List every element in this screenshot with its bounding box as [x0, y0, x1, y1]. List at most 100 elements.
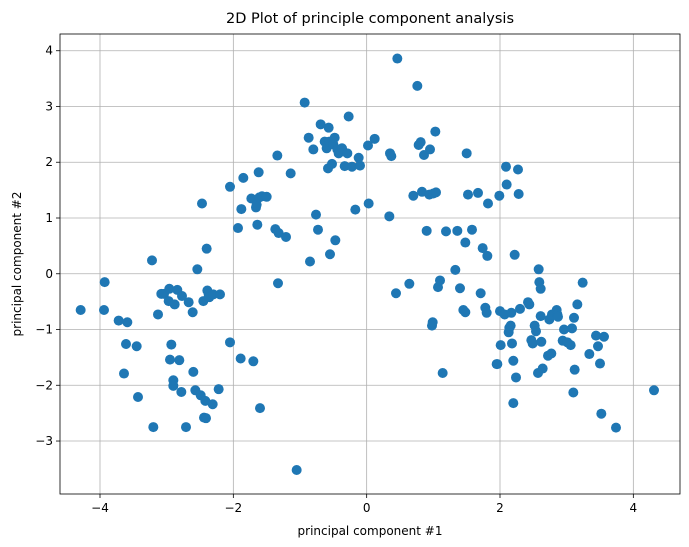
data-point [450, 264, 461, 275]
data-point [430, 126, 441, 137]
data-point [176, 386, 187, 397]
x-tick-label: 2 [496, 501, 504, 515]
data-point [461, 148, 472, 159]
data-point [165, 354, 175, 365]
data-point [546, 348, 557, 359]
y-tick-label: 1 [45, 211, 53, 225]
data-point [122, 317, 133, 328]
data-point [533, 264, 544, 275]
data-point [261, 191, 272, 202]
data-point [412, 80, 423, 91]
data-point [501, 179, 512, 190]
data-point [475, 288, 486, 299]
data-point [505, 320, 516, 331]
data-point [192, 264, 203, 275]
data-point [285, 168, 296, 179]
data-point [353, 152, 364, 163]
data-point [168, 380, 179, 391]
data-point [584, 349, 595, 360]
data-point [508, 355, 519, 366]
data-point [187, 307, 198, 318]
data-point [535, 283, 546, 294]
data-point [308, 144, 319, 155]
y-tick-label: 2 [45, 155, 53, 169]
y-tick-label: 0 [45, 267, 53, 281]
data-point [350, 204, 361, 215]
data-point [174, 355, 185, 366]
data-point [415, 137, 426, 148]
data-point [460, 237, 471, 248]
data-point [593, 341, 603, 352]
data-point [355, 160, 365, 171]
data-point [495, 340, 506, 351]
data-points [75, 53, 659, 476]
data-point [164, 283, 175, 294]
data-point [421, 225, 432, 236]
x-tick-label: 4 [630, 501, 638, 515]
data-point [524, 299, 535, 310]
data-point [207, 399, 218, 410]
data-point [473, 187, 483, 198]
data-point [649, 385, 659, 396]
data-point [177, 291, 187, 302]
data-point [569, 312, 579, 323]
data-point [188, 366, 199, 377]
data-point [181, 422, 191, 433]
data-point [363, 140, 373, 151]
data-point [611, 422, 621, 433]
data-point [427, 317, 438, 328]
data-point [363, 198, 374, 209]
data-point [536, 336, 547, 347]
data-point [119, 368, 129, 379]
data-point [133, 391, 143, 402]
data-point [201, 243, 212, 254]
data-point [567, 323, 577, 334]
data-point [477, 243, 488, 254]
data-point [329, 132, 340, 143]
data-point [455, 283, 465, 294]
x-axis-label: principal component #1 [298, 524, 443, 538]
data-point [201, 413, 211, 424]
axis-ticks: −4 −2 0 2 4 −3 −2 −1 0 1 2 3 4 [35, 44, 637, 515]
data-point [273, 228, 284, 239]
chart-title: 2D Plot of principle component analysis [226, 11, 514, 27]
data-point [305, 256, 315, 267]
data-point [527, 338, 538, 349]
data-point [437, 368, 448, 379]
data-point [99, 277, 110, 288]
data-point [197, 198, 207, 209]
data-point [169, 299, 180, 310]
data-point [343, 111, 354, 122]
data-point [323, 122, 334, 133]
data-point [452, 225, 463, 236]
data-point [327, 158, 337, 169]
data-point [148, 422, 159, 433]
data-point [408, 190, 419, 201]
data-point [369, 133, 380, 144]
data-point [506, 307, 517, 318]
data-point [483, 198, 493, 209]
data-point [99, 305, 109, 315]
data-point [511, 372, 521, 383]
data-point [501, 161, 511, 172]
data-point [492, 359, 503, 370]
data-point [391, 288, 401, 299]
data-point [404, 278, 415, 289]
data-point [591, 330, 601, 341]
data-point [569, 364, 580, 375]
data-point [460, 307, 471, 318]
data-point [559, 324, 569, 335]
data-point [531, 326, 541, 337]
data-point [291, 465, 302, 476]
data-point [75, 305, 86, 315]
y-tick-label: 3 [45, 99, 53, 113]
data-point [248, 356, 259, 367]
data-point [315, 119, 326, 130]
data-point [253, 167, 264, 178]
data-point [215, 289, 225, 300]
data-point [441, 226, 451, 237]
y-tick-label: 4 [45, 44, 53, 58]
data-point [147, 255, 157, 266]
data-point [113, 315, 124, 326]
data-point [121, 339, 131, 350]
